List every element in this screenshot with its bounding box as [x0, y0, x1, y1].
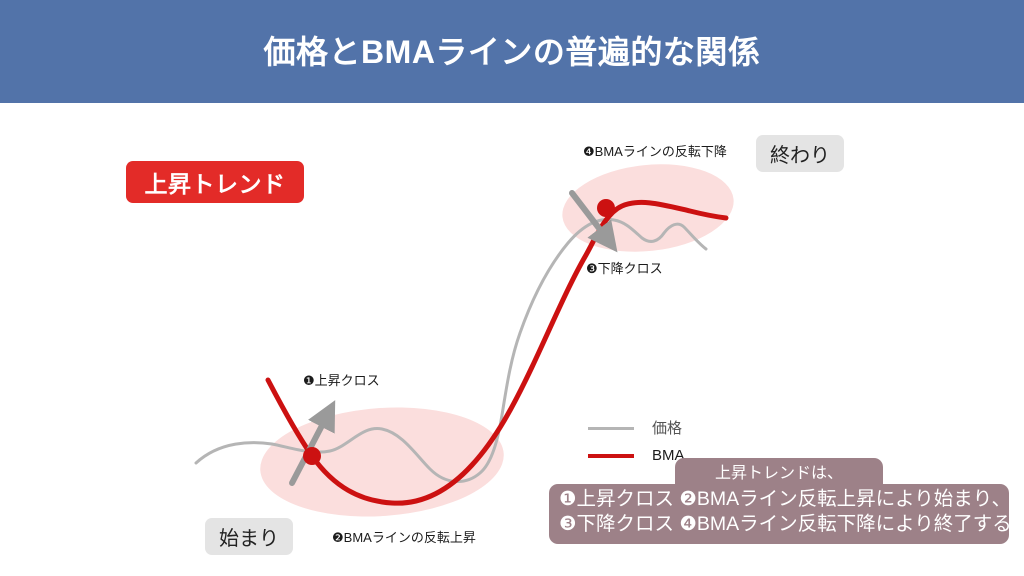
- annotation-dead-cross: ❸下降クロス: [586, 261, 663, 276]
- legend-label-bma: BMA: [652, 447, 685, 464]
- legend-label-price: 価格: [652, 420, 683, 437]
- legend-swatch-bma-icon: [588, 453, 634, 458]
- legend-item-bma: BMA: [588, 442, 718, 469]
- summary-line-2: ❸下降クロス ❹BMAライン反転下降により終了する: [559, 512, 1012, 535]
- bma-line: [265, 199, 729, 506]
- chart-svg: [194, 164, 734, 517]
- golden-cross-marker: [303, 447, 321, 465]
- down-arrow-icon: [569, 190, 618, 253]
- start-badge: 始まり: [205, 518, 293, 555]
- end-badge: 終わり: [756, 135, 844, 172]
- summary-callout-head: 上昇トレンドは、: [675, 458, 883, 484]
- summary-callout: 上昇トレンドは、 ❶上昇クロス ❷BMAライン反転上昇により始まり、 ❸下降クロ…: [549, 458, 1012, 544]
- legend-item-price: 価格: [588, 415, 718, 442]
- page-title: 価格とBMAラインの普遍的な関係: [263, 33, 761, 70]
- legend-swatch-price-icon: [588, 427, 634, 430]
- annotation-bma-reversal-down: ❹BMAラインの反転下降: [583, 144, 727, 159]
- price-line: [194, 217, 708, 483]
- header-band: 価格とBMAラインの普遍的な関係: [0, 0, 1024, 103]
- highlight-ellipse-start-zone: [260, 407, 504, 517]
- summary-callout-body: ❶上昇クロス ❷BMAライン反転上昇により始まり、 ❸下降クロス ❹BMAライン…: [549, 484, 1012, 544]
- cross-markers: [303, 199, 615, 465]
- uptrend-badge: 上昇トレンド: [126, 161, 304, 203]
- annotation-golden-cross: ❶上昇クロス: [303, 373, 380, 388]
- annotation-bma-reversal-up: ❷BMAラインの反転上昇: [332, 530, 476, 545]
- summary-line-1: ❶上昇クロス ❷BMAライン反転上昇により始まり、: [559, 488, 1011, 510]
- chart-legend: 価格 BMA: [588, 415, 718, 469]
- dead-cross-marker: [597, 199, 615, 217]
